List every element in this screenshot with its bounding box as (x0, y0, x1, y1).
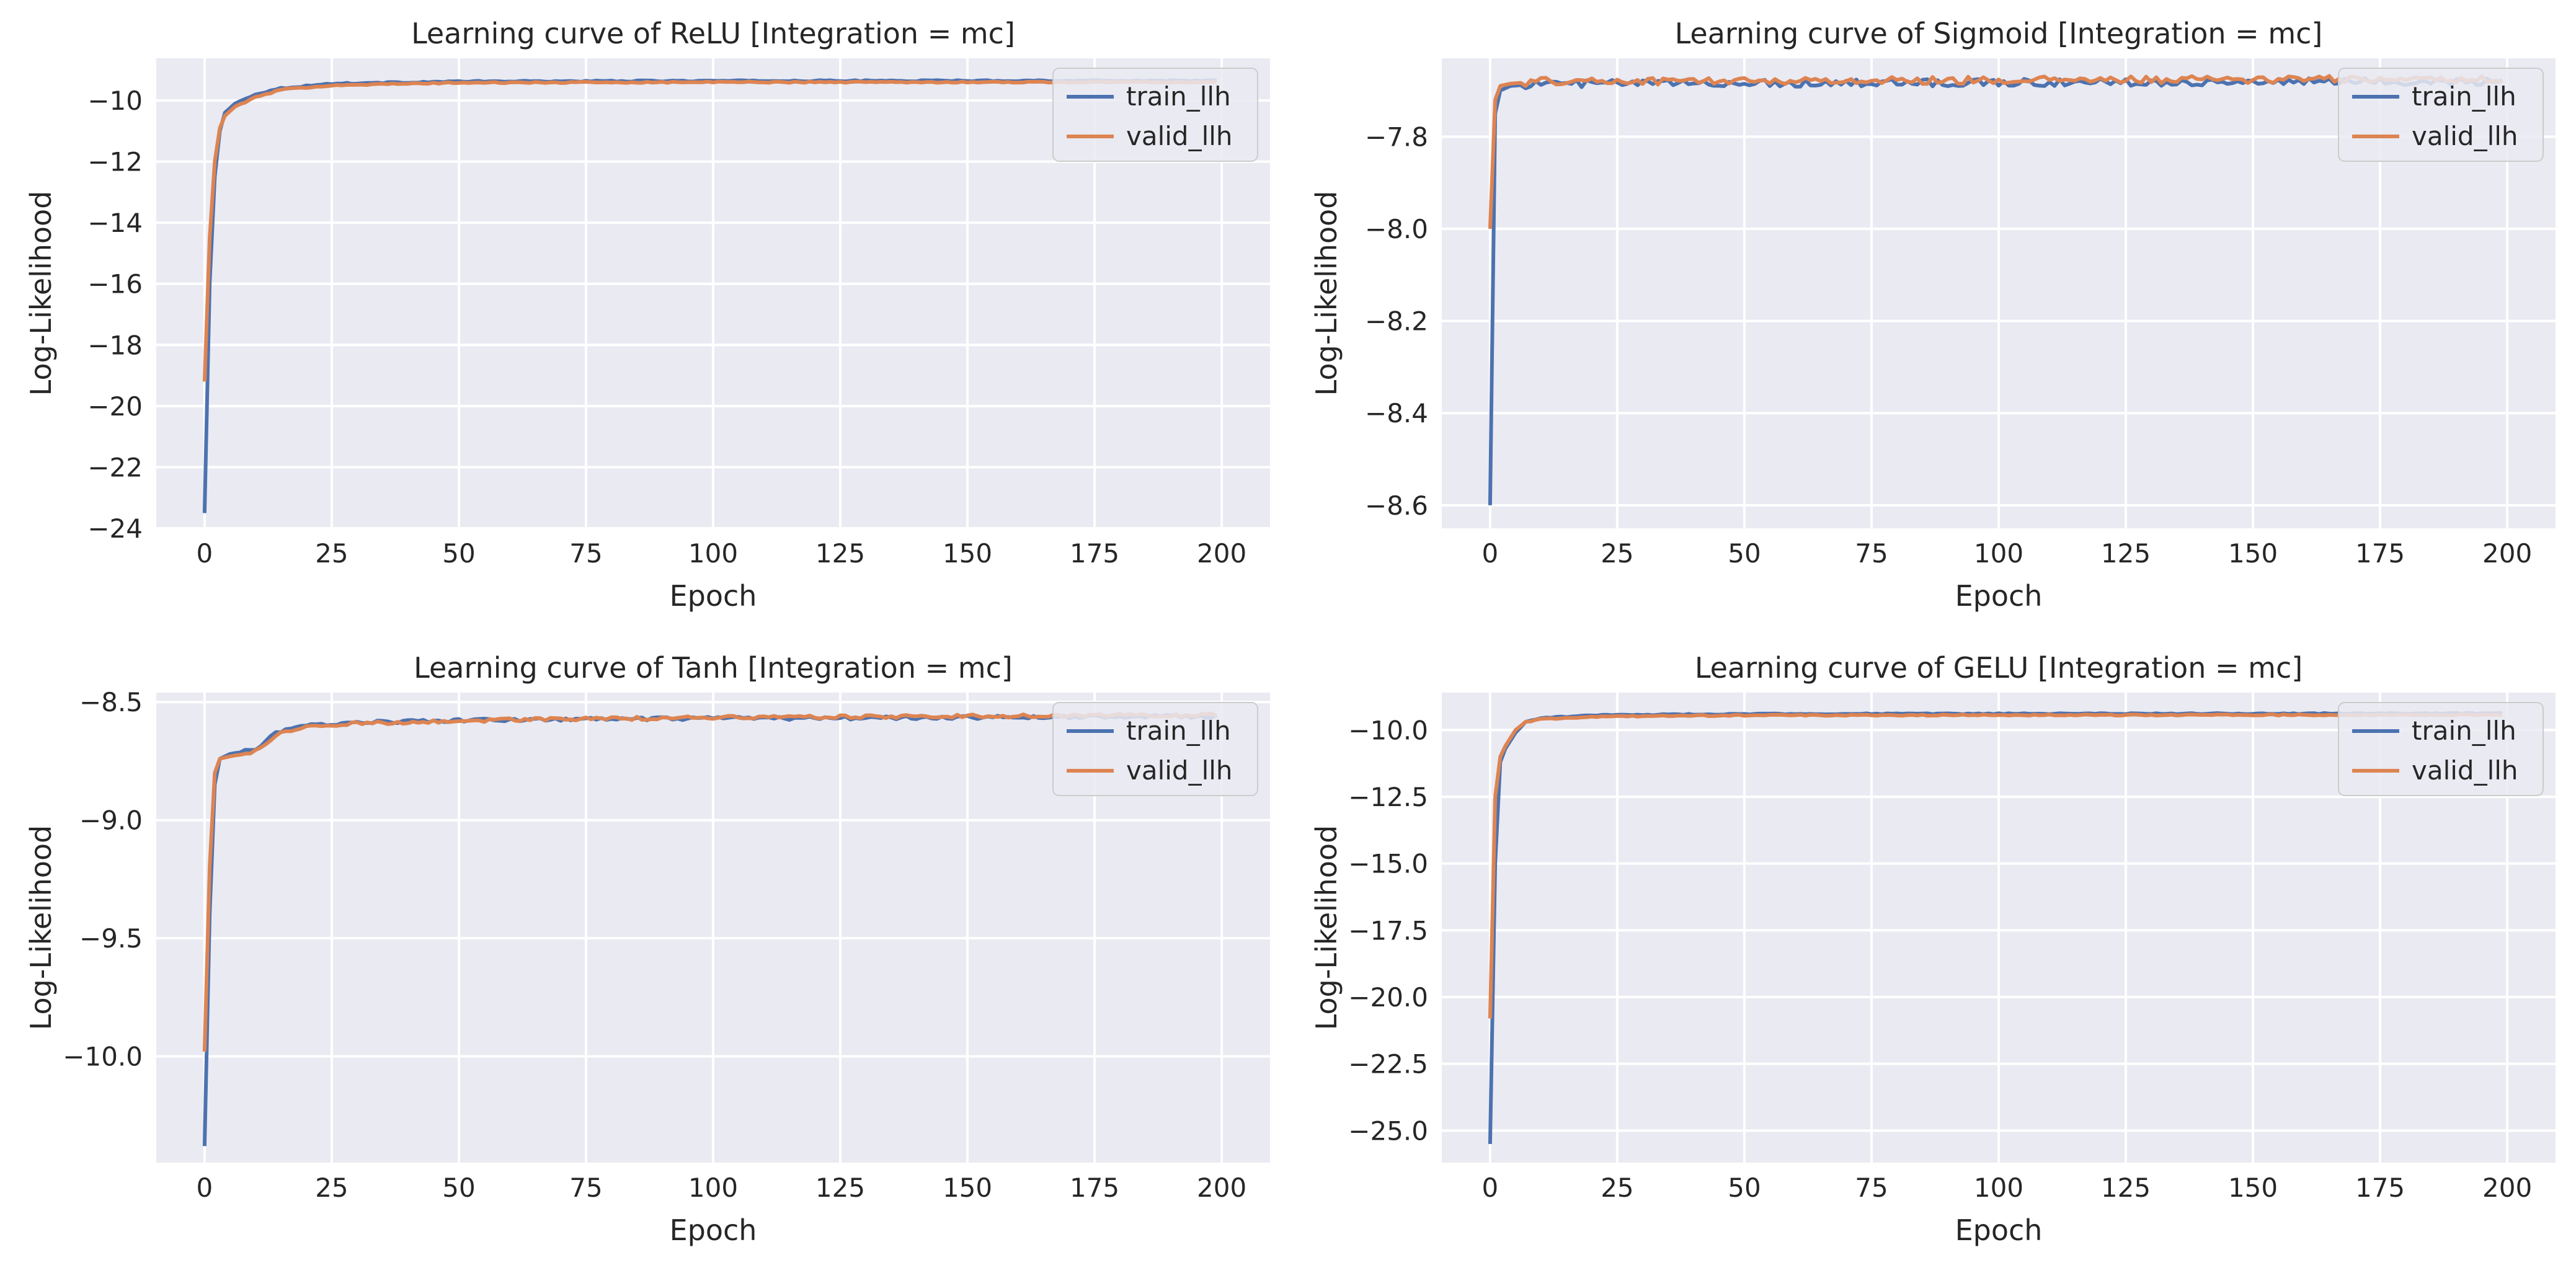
legend-label: valid_llh (1126, 121, 1233, 151)
y-tick-label: −20.0 (1348, 982, 1428, 1013)
y-tick-label: −7.8 (1365, 122, 1428, 152)
x-tick-label: 175 (2355, 1173, 2405, 1203)
y-axis-label: Log-Likelihood (24, 825, 58, 1031)
chart-panel-2: 0 25 50 75 100 125 150 175 200 −8.6 −8.4 −8.2 −8.0 −7… (1310, 17, 2556, 613)
x-tick-label: 0 (1482, 1173, 1499, 1203)
x-tick-label: 0 (197, 1173, 213, 1203)
y-tick-label: −10.0 (63, 1042, 143, 1072)
x-tick-label: 0 (197, 538, 213, 569)
x-tick-label: 125 (2101, 1173, 2151, 1203)
x-tick-label: 100 (688, 1173, 738, 1203)
x-tick-label: 100 (1974, 1173, 2023, 1203)
chart-title: Learning curve of GELU [Integration = mc… (1695, 651, 2303, 685)
x-axis-label: Epoch (1955, 579, 2043, 613)
y-tick-label: −20 (87, 391, 143, 422)
y-tick-label: −15.0 (1348, 849, 1428, 879)
y-tick-label: −18 (87, 330, 143, 360)
x-tick-label: 150 (943, 1173, 992, 1203)
x-axis-label: Epoch (1955, 1213, 2043, 1247)
legend-label: train_llh (1126, 81, 1231, 112)
series-line-valid_llh (202, 711, 1218, 1052)
chart-panel-1: 0 25 50 75 100 125 150 175 200 −24 −22 −20 −18 −16 −14… (24, 17, 1270, 613)
y-tick-label: −8.2 (1365, 306, 1428, 337)
legend: train_llh valid_llh (2338, 702, 2544, 796)
y-tick-label: −17.5 (1348, 915, 1428, 946)
x-tick-label: 200 (1197, 538, 1246, 569)
x-tick-label: 100 (1974, 538, 2023, 569)
x-tick-label: 75 (569, 538, 602, 569)
x-axis-label: Epoch (670, 579, 757, 613)
x-tick-label: 125 (815, 1173, 865, 1203)
legend-label: train_llh (1126, 716, 1231, 746)
y-tick-label: −9.0 (79, 805, 143, 836)
legend-label: valid_llh (1126, 755, 1233, 786)
series-line-valid_llh (202, 79, 1217, 382)
y-axis-label: Log-Likelihood (1310, 191, 1343, 396)
x-tick-label: 150 (943, 538, 992, 569)
x-tick-label: 50 (442, 1173, 475, 1203)
y-tick-label: −14 (87, 208, 143, 238)
chart-panel-3: 0 25 50 75 100 125 150 175 200 −10.0 −9.5 −9.0 −8.5 L… (24, 651, 1270, 1247)
x-tick-label: 0 (1482, 538, 1499, 569)
y-tick-label: −22.5 (1348, 1049, 1428, 1080)
x-tick-label: 50 (1728, 538, 1761, 569)
series-line-valid_llh (1488, 74, 2503, 229)
legend: train_llh valid_llh (1052, 68, 1258, 162)
y-tick-label: −25.0 (1348, 1116, 1428, 1146)
y-tick-label: −9.5 (79, 923, 143, 954)
y-tick-label: −10 (87, 86, 143, 116)
legend: train_llh valid_llh (2338, 68, 2544, 162)
legend-label: valid_llh (2412, 755, 2518, 786)
x-tick-label: 25 (1601, 538, 1633, 569)
chart-title: Learning curve of ReLU [Integration = mc… (411, 17, 1015, 50)
x-tick-label: 175 (1070, 1173, 1119, 1203)
x-tick-label: 200 (1197, 1173, 1246, 1203)
x-tick-label: 125 (815, 538, 865, 569)
y-tick-label: −12 (87, 147, 143, 177)
x-axis-label: Epoch (670, 1213, 757, 1247)
chart-title: Learning curve of Tanh [Integration = mc… (414, 651, 1013, 685)
x-tick-label: 100 (688, 538, 738, 569)
legend-label: train_llh (2412, 716, 2516, 746)
legend-label: valid_llh (2412, 121, 2518, 151)
x-tick-label: 150 (2228, 538, 2278, 569)
x-tick-label: 75 (1855, 538, 1888, 569)
x-tick-label: 200 (2482, 1173, 2532, 1203)
x-tick-label: 50 (1728, 1173, 1761, 1203)
series-line-valid_llh (1488, 712, 2503, 1019)
x-tick-label: 75 (569, 1173, 602, 1203)
x-tick-label: 200 (2482, 538, 2532, 569)
y-tick-label: −22 (87, 452, 143, 482)
x-tick-label: 125 (2101, 538, 2151, 569)
x-tick-label: 175 (1070, 538, 1119, 569)
y-tick-label: −10.0 (1348, 715, 1428, 745)
y-tick-label: −8.0 (1365, 214, 1428, 244)
legend: train_llh valid_llh (1052, 702, 1258, 796)
chart-title: Learning curve of Sigmoid [Integration =… (1675, 17, 2323, 50)
y-tick-label: −16 (87, 269, 143, 299)
x-tick-label: 75 (1855, 1173, 1888, 1203)
x-tick-label: 150 (2228, 1173, 2278, 1203)
x-tick-label: 25 (315, 538, 348, 569)
y-tick-label: −24 (87, 513, 143, 544)
y-tick-label: −12.5 (1348, 782, 1428, 812)
x-tick-label: 50 (442, 538, 475, 569)
legend-label: train_llh (2412, 81, 2516, 112)
x-tick-label: 25 (315, 1173, 348, 1203)
y-axis-label: Log-Likelihood (24, 191, 58, 396)
y-tick-label: −8.4 (1365, 398, 1428, 428)
chart-panel-4: 0 25 50 75 100 125 150 175 200 −25.0 −22.5 −20.0 −17… (1310, 651, 2556, 1247)
y-axis-label: Log-Likelihood (1310, 825, 1343, 1031)
x-tick-label: 175 (2355, 538, 2405, 569)
y-tick-label: −8.6 (1365, 490, 1428, 521)
y-tick-label: −8.5 (79, 687, 143, 717)
x-tick-label: 25 (1601, 1173, 1633, 1203)
